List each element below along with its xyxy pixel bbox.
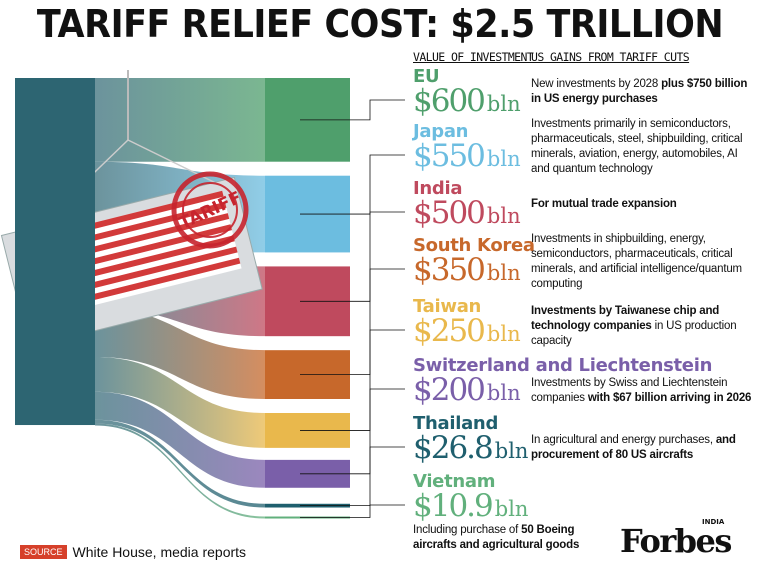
flow-band bbox=[95, 357, 265, 448]
country-label: Switzerland and Liechtenstein bbox=[413, 355, 713, 376]
column-header-gains: US GAINS FROM TARIFF CUTS bbox=[531, 50, 690, 64]
investment-amount: $350 bln bbox=[413, 252, 521, 288]
flow-band bbox=[95, 308, 265, 399]
source-tag: SOURCE bbox=[20, 545, 67, 559]
country-label: South Korea bbox=[413, 235, 535, 256]
flow-band bbox=[95, 419, 265, 508]
leader-line bbox=[300, 388, 405, 475]
leader-line bbox=[300, 504, 405, 518]
forbes-india-logo: Forbes INDIA bbox=[620, 518, 732, 560]
investment-amount: $600 bln bbox=[413, 83, 521, 119]
gain-description: Investments primarily in semiconductors,… bbox=[531, 118, 743, 175]
investment-amount: $500 bln bbox=[413, 195, 521, 231]
investment-amount: $26.8 bln bbox=[413, 430, 529, 466]
gain-description: Including purchase of 50 Boeing aircraft… bbox=[413, 524, 580, 551]
investment-amount: $250 bln bbox=[413, 313, 521, 349]
country-label: Vietnam bbox=[413, 471, 496, 492]
leader-line bbox=[300, 154, 405, 215]
source-line: SOURCE White House, media reports bbox=[20, 544, 246, 560]
investment-amount: $550 bln bbox=[413, 138, 521, 174]
investment-amount: $200 bln bbox=[413, 372, 521, 408]
leader-line bbox=[300, 446, 405, 507]
flow-band bbox=[95, 423, 265, 519]
gain-description: Investments in shipbuilding, energy, sem… bbox=[531, 233, 742, 290]
gain-description: In agricultural and energy purchases, an… bbox=[531, 434, 736, 461]
flow-band bbox=[95, 391, 265, 488]
leader-line bbox=[300, 99, 405, 121]
investment-amount: $10.9 bln bbox=[413, 488, 529, 524]
flow-band bbox=[95, 78, 265, 162]
country-label: Taiwan bbox=[413, 296, 482, 317]
gain-description: For mutual trade expansion bbox=[531, 198, 677, 210]
leader-line bbox=[300, 211, 405, 302]
country-label: India bbox=[413, 178, 463, 199]
page-title: TARIFF RELIEF COST: $2.5 TRILLION bbox=[36, 2, 724, 46]
gain-description: Investments by Taiwanese chip and techno… bbox=[531, 305, 737, 347]
source-text: White House, media reports bbox=[72, 544, 247, 560]
column-header-value: VALUE OF INVESTMENT bbox=[413, 50, 534, 64]
country-label: Thailand bbox=[413, 413, 499, 434]
leader-line bbox=[300, 329, 405, 431]
gain-description: New investments by 2028 plus $750 billio… bbox=[531, 78, 748, 105]
country-label: Japan bbox=[413, 121, 469, 142]
gain-description: Investments by Swiss and Liechtenstein c… bbox=[531, 377, 752, 404]
country-label: EU bbox=[413, 66, 440, 87]
leader-line bbox=[300, 268, 405, 375]
source-bar bbox=[15, 78, 95, 426]
